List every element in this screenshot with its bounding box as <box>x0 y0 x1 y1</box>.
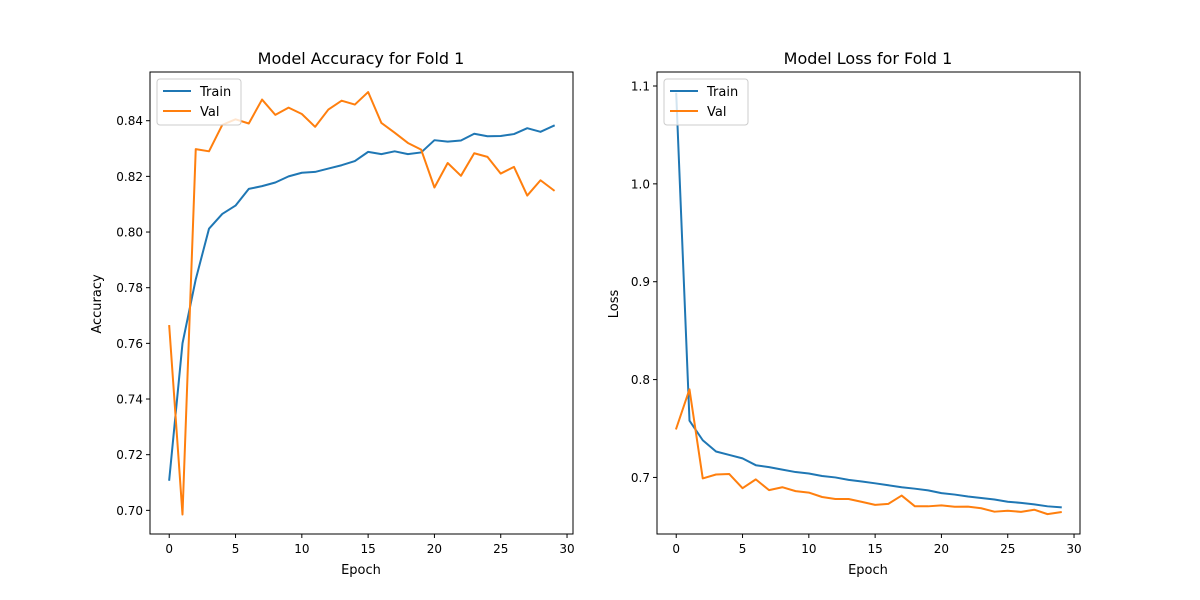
loss-y-axis-label: Loss <box>607 290 622 319</box>
accuracy-y-tick-label: 0.72 <box>116 448 143 462</box>
accuracy-x-tick-label: 20 <box>427 542 442 556</box>
loss-x-tick-label: 0 <box>672 542 680 556</box>
accuracy-y-tick-label: 0.82 <box>116 170 143 184</box>
accuracy-legend-train-label: Train <box>199 85 231 100</box>
accuracy-y-axis-label: Accuracy <box>90 274 105 334</box>
accuracy-legend-val-label: Val <box>200 105 219 120</box>
accuracy-y-tick-label: 0.74 <box>116 393 143 407</box>
accuracy-y-tick-label: 0.78 <box>116 281 143 295</box>
loss-x-tick-label: 5 <box>739 542 747 556</box>
loss-y-tick-label: 0.9 <box>631 275 650 289</box>
loss-x-axis-label: Epoch <box>848 563 888 578</box>
loss-x-tick-label: 15 <box>867 542 882 556</box>
loss-y-tick-label: 0.8 <box>631 373 650 387</box>
accuracy-y-tick-label: 0.70 <box>116 504 143 518</box>
loss-x-tick-label: 30 <box>1066 542 1081 556</box>
accuracy-x-tick-label: 15 <box>360 542 375 556</box>
accuracy-legend: Train Val <box>157 79 241 125</box>
loss-y-tick-label: 1.1 <box>631 79 650 93</box>
accuracy-y-tick-label: 0.76 <box>116 337 143 351</box>
loss-legend-val-label: Val <box>707 105 726 120</box>
loss-chart-title: Model Loss for Fold 1 <box>784 49 953 68</box>
loss-legend: Train Val <box>664 79 748 125</box>
accuracy-x-tick-label: 25 <box>493 542 508 556</box>
loss-x-tick-label: 10 <box>801 542 816 556</box>
accuracy-x-tick-label: 10 <box>294 542 309 556</box>
accuracy-x-tick-label: 5 <box>232 542 240 556</box>
accuracy-x-tick-label: 0 <box>165 542 173 556</box>
accuracy-x-axis-label: Epoch <box>341 563 381 578</box>
loss-legend-train-label: Train <box>706 85 738 100</box>
loss-y-tick-label: 1.0 <box>631 177 650 191</box>
accuracy-y-tick-label: 0.84 <box>116 114 143 128</box>
loss-x-tick-label: 25 <box>1000 542 1015 556</box>
loss-x-tick-label: 20 <box>934 542 949 556</box>
loss-y-tick-label: 0.7 <box>631 471 650 485</box>
accuracy-x-tick-label: 30 <box>559 542 574 556</box>
accuracy-y-tick-label: 0.80 <box>116 226 143 240</box>
accuracy-chart-title: Model Accuracy for Fold 1 <box>258 49 465 68</box>
